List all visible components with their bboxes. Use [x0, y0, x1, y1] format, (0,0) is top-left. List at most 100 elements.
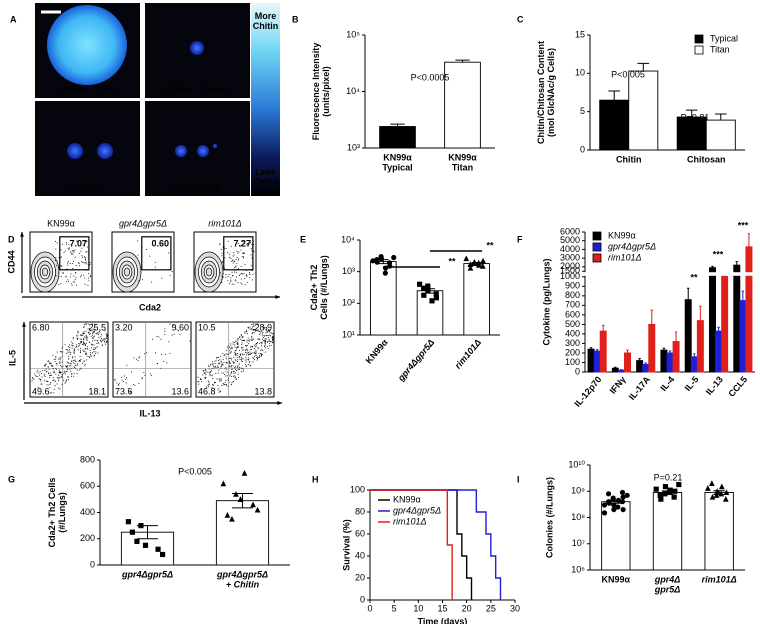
flow-dot [252, 329, 254, 331]
flow-dot [59, 257, 61, 259]
y-tick-label: 0 [575, 366, 580, 376]
flow-dot [88, 355, 90, 357]
flow-dot [237, 346, 239, 347]
text-line: Less [255, 167, 276, 177]
flow-dot [210, 363, 211, 365]
flow-dot [263, 340, 265, 342]
flow-dot [230, 362, 232, 364]
flow-dot [251, 338, 253, 340]
data-point [667, 487, 673, 493]
panel-letter: B [292, 14, 299, 24]
flow-dot [93, 331, 95, 332]
data-point [155, 546, 161, 552]
flow-dot [224, 383, 226, 385]
flow-dot [36, 371, 38, 373]
flow-dot [268, 337, 269, 338]
flow-dot [255, 345, 257, 347]
flow-dot [54, 356, 56, 358]
flow-dot [210, 364, 212, 366]
flow-dot [214, 382, 215, 384]
data-point [125, 519, 131, 525]
flow-dot [95, 333, 97, 335]
flow-dot [227, 353, 229, 355]
data-point [241, 470, 248, 476]
data-point [129, 529, 135, 535]
flow-dot [61, 374, 63, 376]
flow-dot [208, 368, 210, 370]
flow-dot [61, 383, 63, 385]
flow-dot [82, 261, 84, 263]
flow-dot [60, 361, 62, 363]
flow-dot [80, 360, 81, 362]
flow-dot [223, 373, 225, 375]
y-tick-label: 500 [565, 319, 580, 329]
bar [676, 116, 707, 151]
flow-dot [254, 330, 256, 332]
flow-dot [242, 336, 244, 338]
flow-dot [233, 351, 235, 353]
flow-dot [72, 281, 74, 283]
flow-dot [67, 264, 69, 266]
cell [213, 144, 217, 148]
flow-dot [92, 334, 94, 336]
arrow-head [275, 295, 280, 299]
error-bar [714, 113, 727, 121]
flow-dot [59, 376, 61, 378]
flow-dot [171, 271, 173, 272]
flow-dot [228, 361, 230, 363]
flow-dot [47, 381, 49, 382]
flow-dot [218, 363, 220, 365]
flow-dot [126, 377, 128, 379]
flow-dot [71, 373, 73, 375]
flow-dot [164, 245, 166, 247]
flow-dot [226, 349, 228, 351]
annotation: P=0.81 [681, 112, 710, 122]
flow-dot [242, 349, 244, 351]
flow-dot [138, 280, 140, 282]
quadrant-value: 13.8 [254, 386, 272, 396]
flow-dot [222, 364, 224, 366]
flow-dot [94, 324, 96, 326]
flow-dot [94, 349, 96, 350]
flow-dot [235, 280, 237, 282]
flow-dot [56, 265, 58, 266]
flow-dot [86, 355, 88, 357]
data-point [374, 259, 380, 265]
flow-dot [261, 331, 263, 333]
flow-dot [220, 248, 222, 250]
flow-dot [263, 327, 265, 329]
data-point [425, 288, 431, 294]
flow-dot [232, 275, 234, 277]
x-tick-label: 5 [392, 603, 397, 613]
flow-dot [97, 342, 99, 344]
flow-dot [75, 361, 77, 362]
flow-dot [61, 375, 63, 377]
flow-dot [222, 276, 224, 278]
flow-dot [230, 366, 232, 368]
flow-dot [262, 338, 264, 340]
flow-dot [234, 344, 236, 346]
quadrant-value: 3.20 [115, 322, 133, 332]
flow-dot [221, 384, 223, 386]
flow-dot [226, 353, 228, 355]
flow-dot [164, 330, 166, 332]
flow-dot [44, 365, 46, 367]
flow-dot [53, 392, 55, 394]
data-point [467, 261, 474, 267]
error-bar [644, 362, 647, 365]
flow-dot [245, 344, 246, 346]
flow-dot [227, 385, 229, 387]
flow-dot [225, 362, 227, 364]
y-tick-label: 20 [355, 572, 365, 582]
flow-dot [234, 260, 236, 262]
arrow-head [277, 401, 282, 405]
flow-dot [77, 332, 79, 334]
flow-dot [231, 348, 233, 350]
flow-dot [56, 364, 58, 366]
y-tick-label: 200 [80, 533, 95, 543]
flow-dot [154, 261, 156, 263]
flow-dot [238, 245, 240, 247]
flow-dot [208, 384, 210, 386]
x-tick-label: IL-13 [704, 374, 725, 397]
flow-dot [255, 346, 257, 348]
